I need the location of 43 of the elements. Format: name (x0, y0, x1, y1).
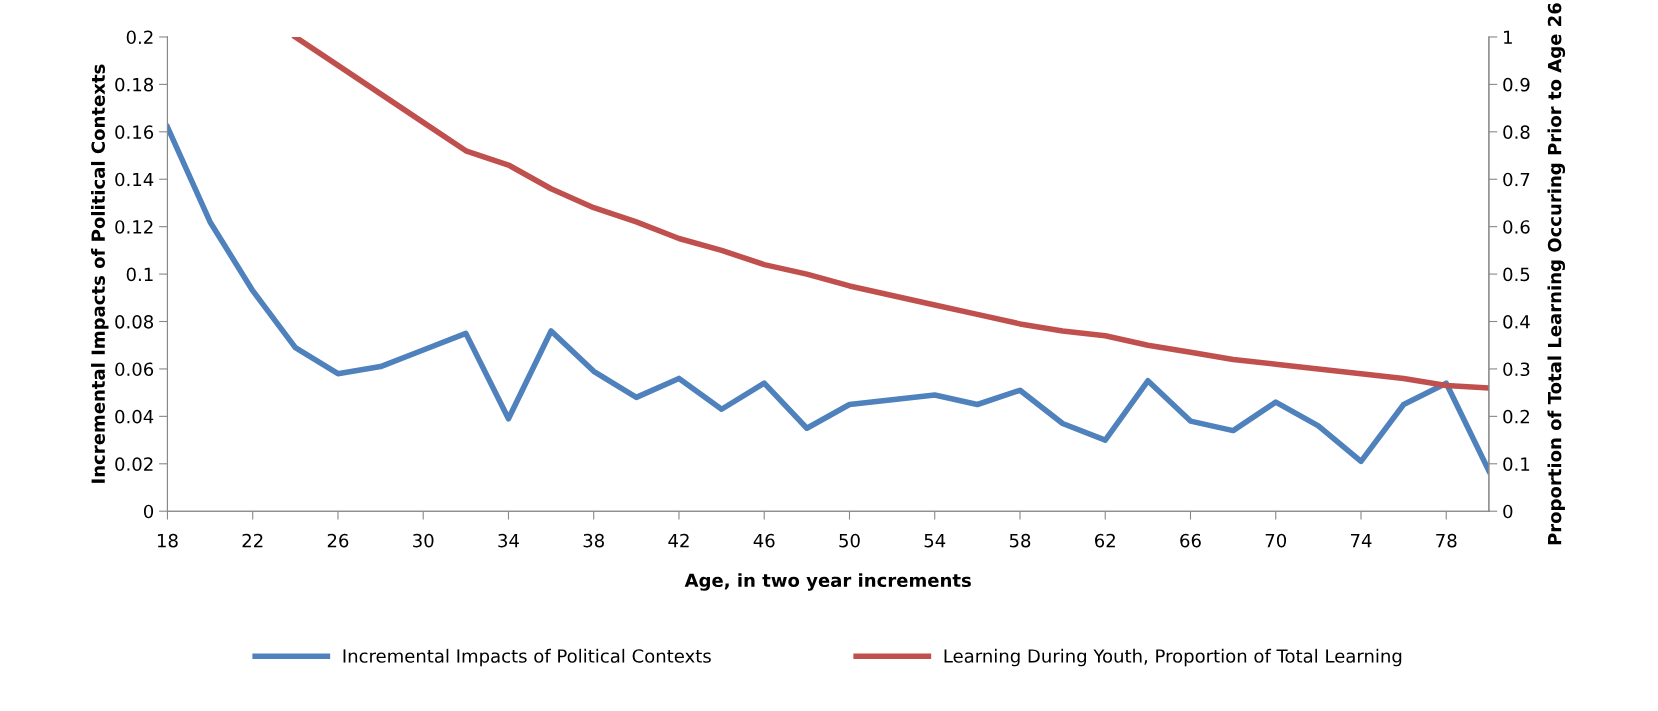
y-axis-title: Incremental Impacts of Political Contexts (91, 64, 109, 483)
x-tick-label: 26 (327, 533, 349, 548)
x-tick-label: 78 (1436, 533, 1457, 548)
y-tick-label: 0.12 (115, 220, 153, 234)
y-tick-label: 0.08 (115, 314, 154, 329)
y2-tick-label: 0.7 (1503, 172, 1530, 187)
legend-label: Learning During Youth, Proportion of Total Learning (944, 648, 1402, 667)
y-tick-label: 0.06 (115, 362, 154, 377)
y-tick-label: 0 (143, 504, 154, 519)
y-tick-label: 0.18 (115, 77, 154, 92)
y-tick-label: 0.2 (126, 30, 153, 45)
x-tick-label: 62 (1095, 533, 1115, 548)
y2-tick-label: 0.3 (1503, 362, 1530, 377)
x-tick-label: 54 (924, 533, 946, 548)
y2-tick-label: 0.6 (1503, 220, 1530, 234)
y2-tick-label: 0.8 (1503, 125, 1530, 139)
y-tick-label: 0.1 (126, 267, 153, 282)
x-tick-label: 18 (157, 533, 178, 548)
x-tick-label: 42 (668, 533, 689, 548)
y-tick-label: 0.02 (115, 457, 153, 471)
legend-label: Incremental Impacts of Political Contexts (343, 648, 711, 667)
x-tick-label: 38 (583, 533, 604, 548)
y2-tick-label: 0 (1503, 504, 1513, 519)
y2-tick-label: 0.4 (1503, 314, 1530, 329)
x-tick-label: 50 (839, 533, 860, 548)
x-tick-label: 66 (1180, 533, 1201, 548)
x-tick-label: 22 (242, 533, 263, 548)
x-tick-label: 30 (413, 533, 434, 548)
y2-axis-title: Proportion of Total Learning Occuring Prior to Age 26 (1547, 3, 1566, 545)
x-tick-label: 70 (1265, 533, 1287, 548)
x-tick-label: 74 (1351, 533, 1372, 548)
y2-tick-label: 0.5 (1503, 267, 1530, 282)
y2-tick-label: 0.9 (1503, 77, 1530, 92)
x-tick-label: 34 (498, 533, 519, 548)
y2-tick-label: 0.2 (1503, 409, 1529, 424)
x-tick-label: 58 (1009, 533, 1031, 548)
y2-tick-label: 1 (1504, 30, 1512, 44)
y-tick-label: 0.16 (115, 125, 154, 139)
y2-tick-label: 0.1 (1503, 457, 1530, 471)
y-tick-label: 0.04 (115, 409, 154, 424)
x-axis-title: Age, in two year increments (684, 573, 971, 591)
x-tick-label: 46 (753, 533, 775, 548)
y-tick-label: 0.14 (115, 172, 154, 187)
